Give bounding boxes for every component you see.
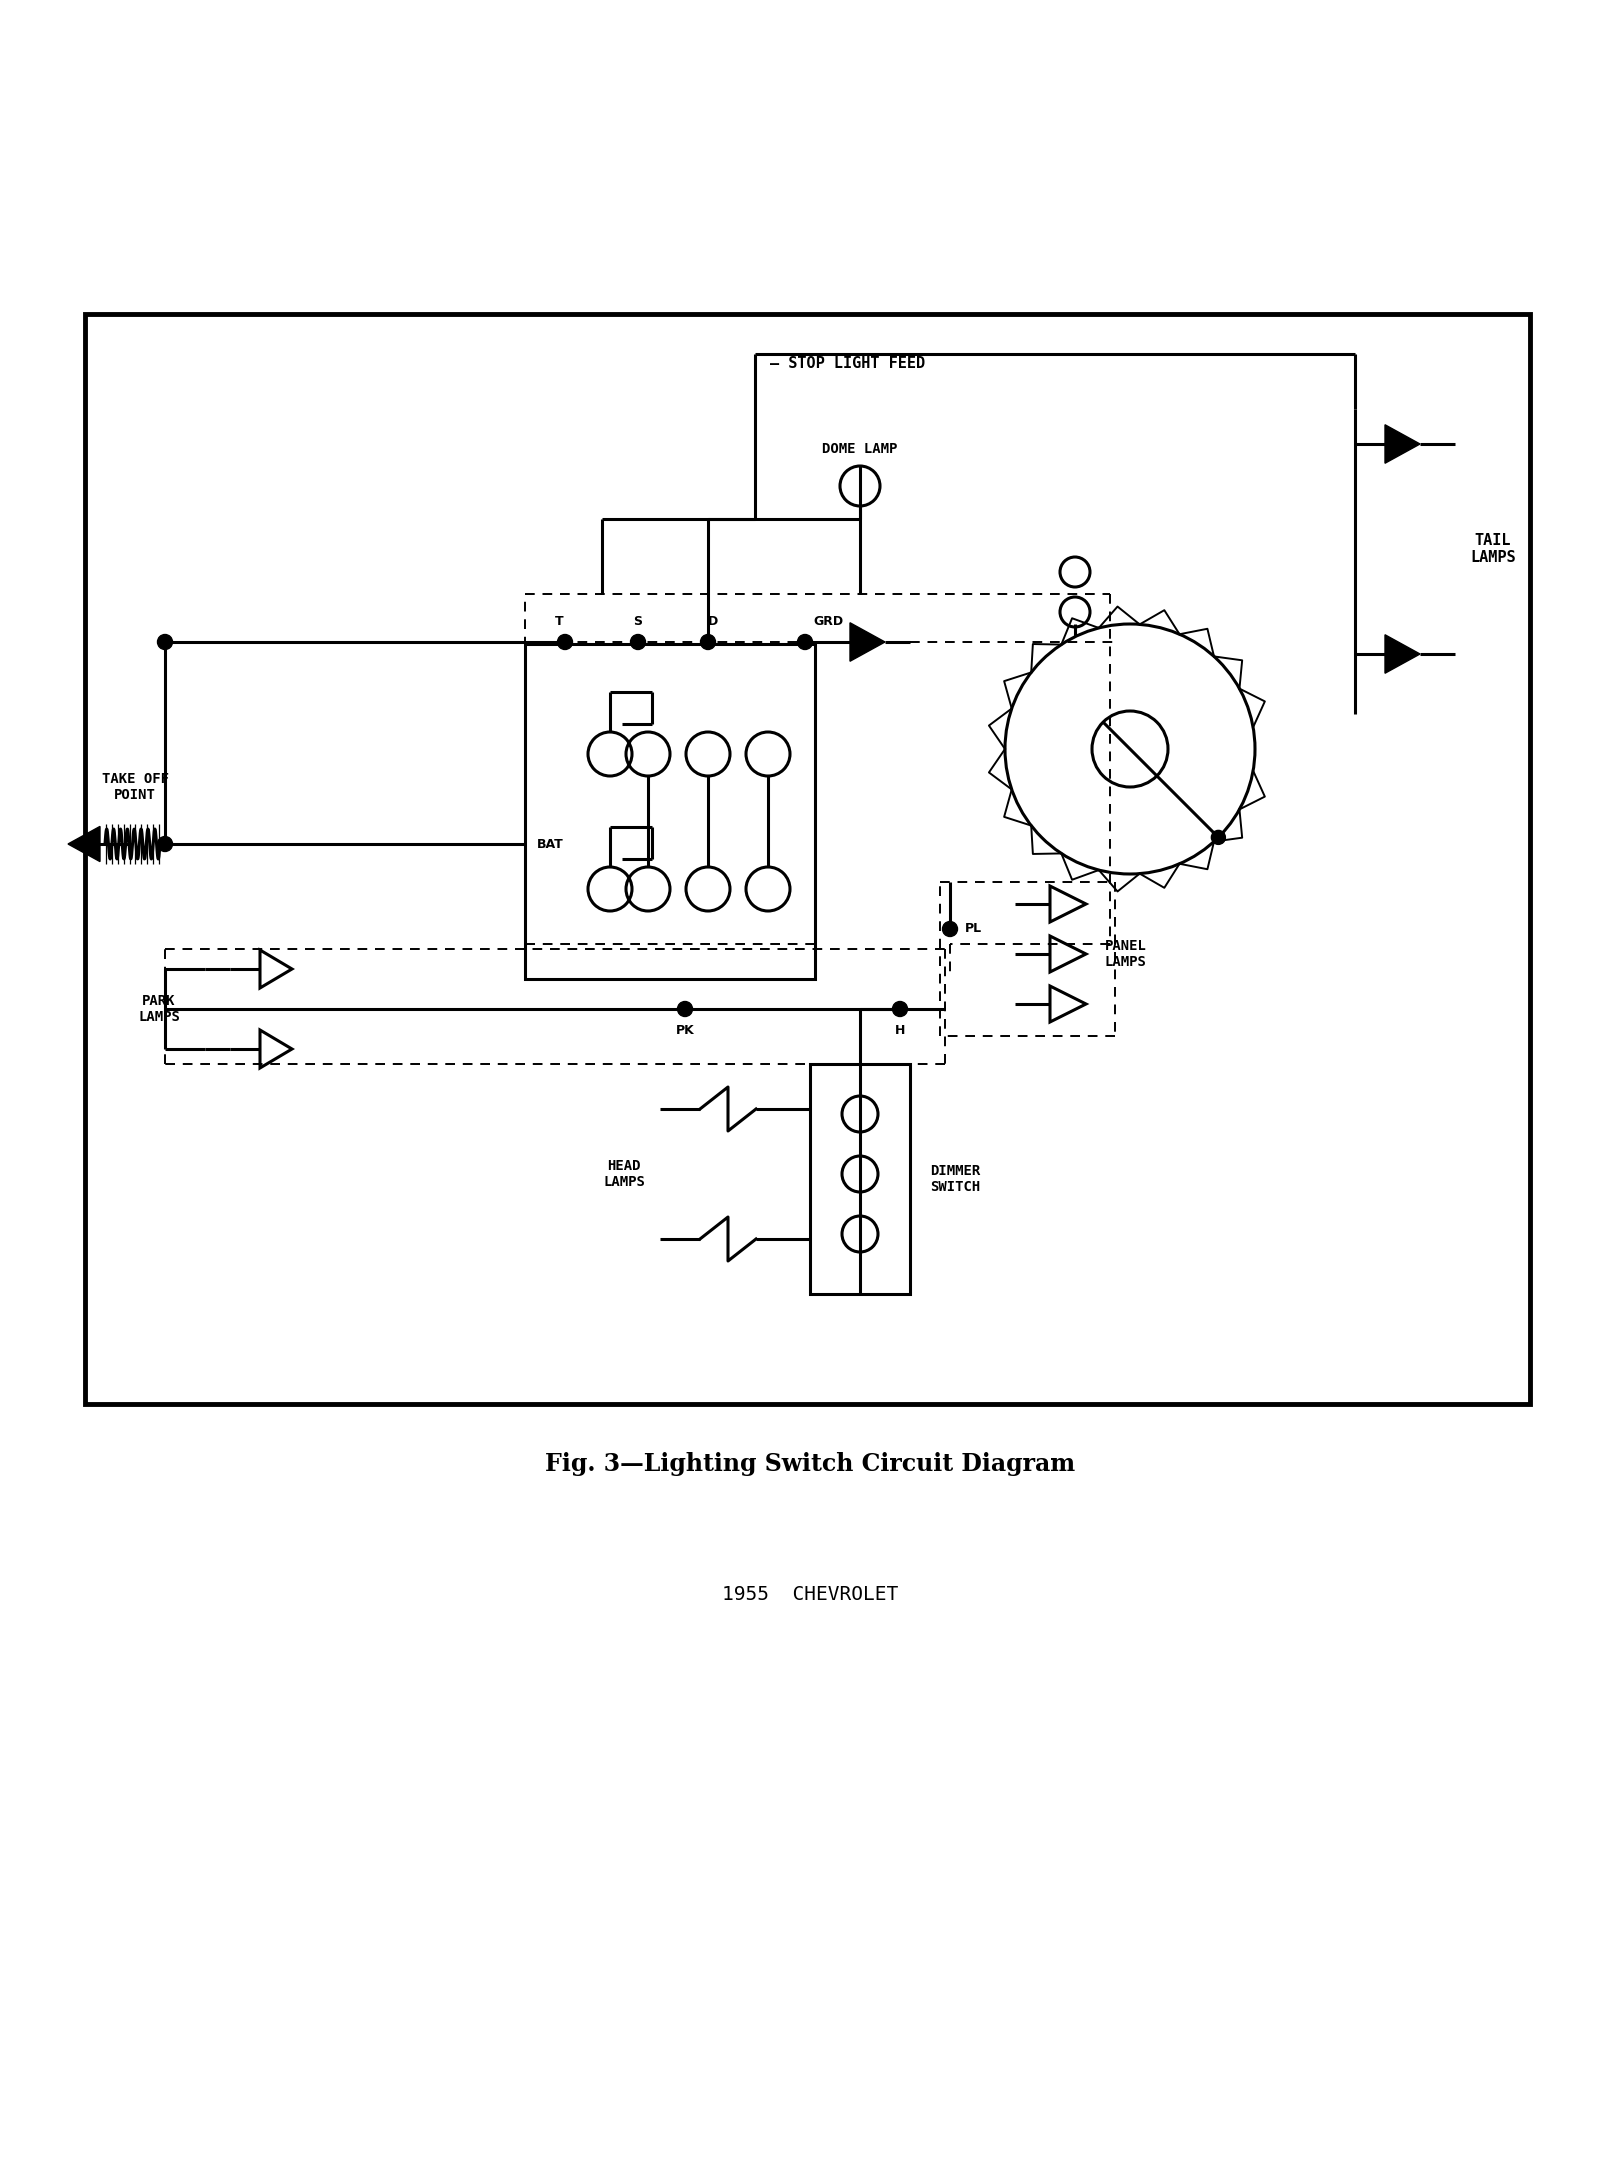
Bar xyxy=(525,645,814,978)
Text: T: T xyxy=(555,615,563,628)
Polygon shape xyxy=(67,827,99,861)
Circle shape xyxy=(630,634,645,649)
Text: HEAD
LAMPS: HEAD LAMPS xyxy=(603,1160,645,1188)
Text: H: H xyxy=(894,1024,906,1037)
Text: PL: PL xyxy=(965,922,982,935)
Text: 1955  CHEVROLET: 1955 CHEVROLET xyxy=(722,1584,898,1604)
Text: — STOP LIGHT FEED: — STOP LIGHT FEED xyxy=(770,357,925,370)
Bar xyxy=(810,1065,910,1294)
Text: PARK
LAMPS: PARK LAMPS xyxy=(138,993,179,1024)
Text: D: D xyxy=(707,615,718,628)
Circle shape xyxy=(157,634,173,649)
Text: TAIL
LAMPS: TAIL LAMPS xyxy=(1470,532,1515,565)
Circle shape xyxy=(893,1002,907,1017)
Circle shape xyxy=(942,922,957,937)
Polygon shape xyxy=(1386,634,1421,673)
Text: Fig. 3—Lighting Switch Circuit Diagram: Fig. 3—Lighting Switch Circuit Diagram xyxy=(546,1452,1075,1476)
Text: GRD: GRD xyxy=(813,615,843,628)
Circle shape xyxy=(1211,831,1226,844)
Bar xyxy=(85,314,1530,1404)
Text: TAKE OFF
POINT: TAKE OFF POINT xyxy=(101,773,168,803)
Text: DIMMER
SWITCH: DIMMER SWITCH xyxy=(930,1164,981,1195)
Text: DOME LAMP: DOME LAMP xyxy=(822,441,898,457)
Circle shape xyxy=(797,634,813,649)
Text: BAT: BAT xyxy=(538,837,563,850)
Text: S: S xyxy=(634,615,643,628)
Circle shape xyxy=(157,837,173,850)
Circle shape xyxy=(557,634,573,649)
Circle shape xyxy=(701,634,715,649)
Text: PANEL
LAMPS: PANEL LAMPS xyxy=(1106,939,1147,969)
Polygon shape xyxy=(850,623,885,662)
Circle shape xyxy=(677,1002,693,1017)
Text: PK: PK xyxy=(675,1024,694,1037)
Polygon shape xyxy=(1386,424,1421,463)
